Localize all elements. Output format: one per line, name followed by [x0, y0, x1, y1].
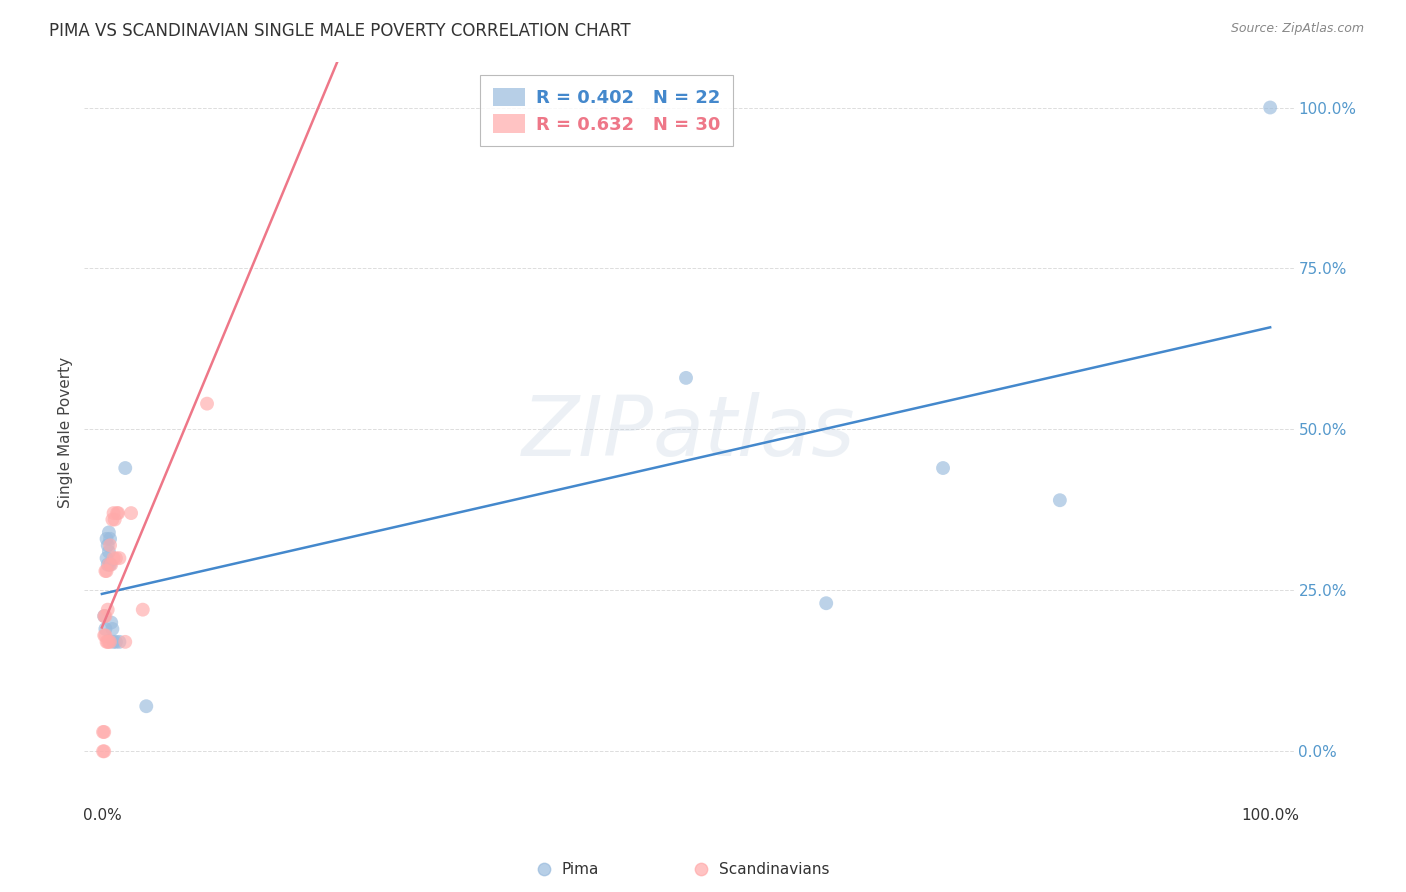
Point [103, 635, 125, 649]
Point [100, 558, 122, 572]
Text: Scandinavians: Scandinavians [720, 862, 830, 877]
Point [534, 802, 557, 816]
Point [98, 532, 121, 546]
Point [104, 551, 127, 566]
Y-axis label: Single Male Poverty: Single Male Poverty [58, 357, 73, 508]
Text: Pima: Pima [562, 862, 599, 877]
Point [91, 744, 114, 758]
Point [114, 635, 136, 649]
Point [686, 802, 709, 816]
Point [93, 725, 115, 739]
Text: ZIPatlas: ZIPatlas [522, 392, 856, 473]
Point [101, 622, 124, 636]
Point [195, 397, 218, 411]
Point [103, 506, 125, 520]
Point [96, 551, 118, 566]
Point [101, 512, 124, 526]
Point [120, 506, 142, 520]
Point [103, 551, 125, 566]
Text: PIMA VS SCANDINAVIAN SINGLE MALE POVERTY CORRELATION CHART: PIMA VS SCANDINAVIAN SINGLE MALE POVERTY… [49, 22, 631, 40]
Point [97, 635, 120, 649]
Point [932, 461, 955, 475]
Point [100, 615, 122, 630]
Legend: R = 0.402   N = 22, R = 0.632   N = 30: R = 0.402 N = 22, R = 0.632 N = 30 [481, 75, 734, 146]
Point [93, 744, 115, 758]
Text: Source: ZipAtlas.com: Source: ZipAtlas.com [1230, 22, 1364, 36]
Point [104, 512, 127, 526]
Point [97, 558, 120, 572]
Point [104, 635, 127, 649]
Point [93, 609, 115, 624]
Point [1049, 493, 1071, 508]
Point [97, 602, 120, 616]
Point [97, 545, 120, 559]
Point [815, 596, 838, 610]
Point [94, 622, 117, 636]
Point [1258, 101, 1281, 115]
Point [96, 635, 118, 649]
Point [91, 725, 114, 739]
Point [675, 371, 697, 385]
Point [96, 564, 118, 578]
Point [97, 558, 120, 572]
Point [105, 506, 128, 520]
Point [98, 558, 121, 572]
Point [97, 538, 120, 552]
Point [98, 538, 121, 552]
Point [94, 609, 117, 624]
Point [97, 635, 120, 649]
Point [96, 532, 118, 546]
Point [98, 635, 121, 649]
Point [132, 602, 155, 616]
Point [94, 564, 117, 578]
Point [107, 506, 129, 520]
Point [135, 699, 157, 714]
Point [114, 461, 136, 475]
Point [93, 609, 115, 624]
Point [108, 551, 131, 566]
Point [108, 635, 131, 649]
Point [94, 628, 117, 642]
Point [93, 628, 115, 642]
Point [97, 525, 120, 540]
